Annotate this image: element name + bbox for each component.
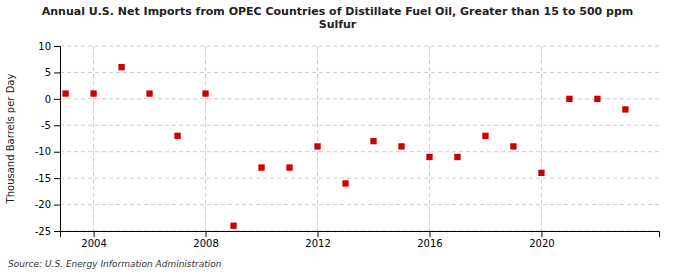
y-tick-mark <box>54 205 60 206</box>
point <box>90 90 96 96</box>
grid-line-y <box>60 72 659 73</box>
chart-title-line: Sulfur <box>319 18 357 31</box>
point <box>342 180 348 186</box>
grid-line-y <box>60 204 659 205</box>
x-tick-label: 2012 <box>305 238 330 249</box>
y-tick-mark <box>54 72 60 73</box>
x-axis: 2004 2008 2012 2016 2020 <box>61 231 660 249</box>
point <box>538 170 544 176</box>
x-tick-mark <box>206 231 207 237</box>
y-tick: 5 <box>45 67 60 78</box>
y-axis-title: Thousand Barrels per Day <box>5 74 16 205</box>
grid-line-y <box>60 46 659 47</box>
point <box>426 154 432 160</box>
plot-area: 2004 2008 2012 2016 2020 -25 -20 -15 -10 -5 0 5 10 <box>35 41 660 249</box>
x-tick-label: 2020 <box>529 238 554 249</box>
y-tick-label: -10 <box>35 146 51 157</box>
y-tick-label: -20 <box>35 199 51 210</box>
y-tick: -20 <box>35 199 60 210</box>
x-tick-label: 2008 <box>193 238 218 249</box>
grid-line-x <box>429 46 430 231</box>
point <box>510 143 516 149</box>
x-tick-mark <box>429 231 430 237</box>
x-tick-label: 2004 <box>81 238 106 249</box>
x-tick-mark <box>318 231 319 237</box>
y-axis: -25 -20 -15 -10 -5 0 5 10 <box>35 41 61 237</box>
y-tick: -5 <box>41 120 60 131</box>
y-tick: 0 <box>45 94 60 105</box>
point <box>454 154 460 160</box>
y-tick-mark <box>54 125 60 126</box>
point <box>230 223 236 229</box>
point <box>398 143 404 149</box>
grid-line-y <box>60 125 659 126</box>
point <box>146 90 152 96</box>
point <box>258 164 264 170</box>
y-tick: -10 <box>35 146 60 157</box>
y-tick: 10 <box>38 41 60 52</box>
x-tick: 2016 <box>417 231 442 249</box>
grid <box>60 46 659 231</box>
y-tick-mark <box>54 231 60 232</box>
point <box>62 90 68 96</box>
y-tick: -15 <box>35 173 60 184</box>
grid-line-x <box>317 46 318 231</box>
point <box>594 96 600 102</box>
x-tick: 2004 <box>81 231 106 249</box>
source-note: Source: U.S. Energy Information Administ… <box>8 259 222 269</box>
point <box>566 96 572 102</box>
grid-line-y <box>60 178 659 179</box>
point <box>286 164 292 170</box>
chart-title: Annual U.S. Net Imports from OPEC Countr… <box>42 5 634 31</box>
chart-container: Annual U.S. Net Imports from OPEC Countr… <box>0 0 675 275</box>
y-tick-label: -5 <box>41 120 51 131</box>
y-tick-label: -15 <box>35 173 51 184</box>
points <box>62 64 628 229</box>
point <box>174 133 180 139</box>
grid-line-y <box>60 151 659 152</box>
x-axis-line <box>61 232 660 238</box>
y-tick-mark <box>54 152 60 153</box>
y-tick-mark <box>54 99 60 100</box>
grid-line-x <box>541 46 542 231</box>
y-tick-label: 0 <box>45 94 51 105</box>
point <box>482 133 488 139</box>
y-tick-label: -25 <box>35 226 51 237</box>
x-tick: 2012 <box>305 231 330 249</box>
x-tick-label: 2016 <box>417 238 442 249</box>
grid-line-x <box>205 46 206 231</box>
point <box>202 90 208 96</box>
point <box>118 64 124 70</box>
y-tick: -25 <box>35 226 60 237</box>
x-tick-mark <box>541 231 542 237</box>
x-tick: 2008 <box>193 231 218 249</box>
x-tick: 2020 <box>529 231 554 249</box>
x-tick-mark <box>94 231 95 237</box>
y-tick-label: 5 <box>45 67 51 78</box>
y-tick-mark <box>54 46 60 47</box>
point <box>370 138 376 144</box>
point <box>314 143 320 149</box>
chart-title-line: Annual U.S. Net Imports from OPEC Countr… <box>42 5 634 18</box>
chart-svg: Annual U.S. Net Imports from OPEC Countr… <box>0 0 675 275</box>
point <box>622 106 628 112</box>
grid-line-x <box>93 46 94 231</box>
y-tick-label: 10 <box>38 41 51 52</box>
y-axis-line <box>54 47 61 232</box>
y-tick-mark <box>54 178 60 179</box>
